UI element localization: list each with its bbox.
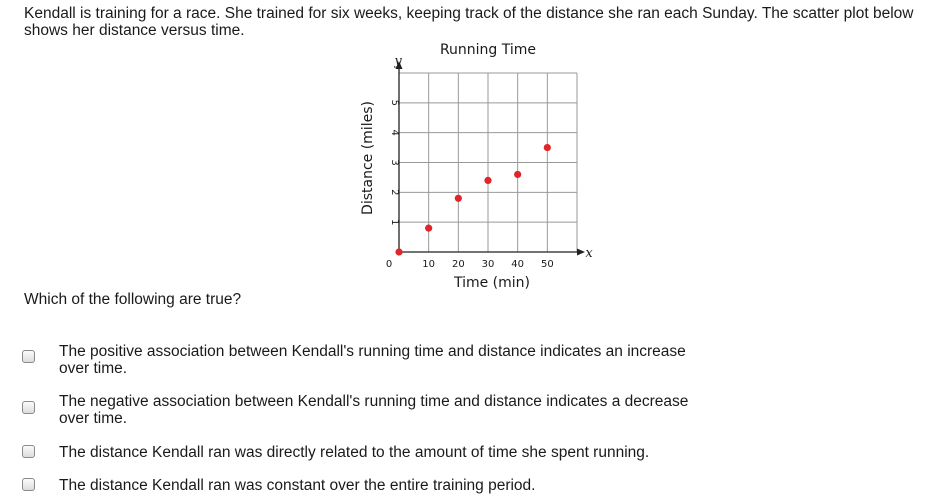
question-text: Kendall is training for a race. She trai… — [24, 5, 914, 39]
y-axis-arrow — [395, 61, 403, 69]
y-tick-label: 3 — [389, 159, 400, 165]
data-point — [484, 176, 492, 184]
x-tick-label: 40 — [511, 259, 524, 270]
x-tick-label: 10 — [422, 259, 435, 270]
y-tick-label: 1 — [389, 219, 400, 225]
y-tick-label: 5 — [389, 100, 400, 106]
y-axis-variable: y — [393, 54, 402, 69]
option-4-text: The distance Kendall ran was constant ov… — [59, 477, 536, 494]
x-axis-label: Time (min) — [453, 275, 530, 291]
axes — [395, 61, 585, 256]
x-axis-variable: x — [585, 246, 593, 261]
tick-labels: 0 10 20 30 40 50 1 2 3 4 5 — [386, 100, 554, 270]
data-point — [514, 170, 522, 179]
x-axis-arrow — [577, 248, 585, 256]
data-point — [454, 194, 462, 202]
y-axis-label: Distance (miles) — [360, 101, 376, 215]
grid — [399, 72, 578, 252]
y-tick-label: 2 — [389, 189, 400, 195]
scatter-chart: 0 10 20 30 40 50 1 2 3 4 5 Running Time Time (min)… — [360, 42, 593, 291]
option-2-text: The negative association between Kendall… — [59, 393, 689, 427]
option-1-text: The positive association between Kendall… — [59, 343, 686, 377]
x-tick-label: 50 — [541, 259, 554, 270]
data-point — [395, 248, 403, 256]
data-point — [425, 224, 433, 232]
chart-title: Running Time — [440, 42, 536, 58]
x-tick-label: 0 — [386, 259, 392, 270]
y-tick-label: 4 — [389, 129, 400, 135]
data-point — [543, 143, 551, 152]
option-3-text: The distance Kendall ran was directly re… — [59, 444, 650, 461]
option-2-checkbox[interactable] — [22, 401, 35, 414]
data-points — [395, 143, 551, 256]
x-tick-label: 20 — [452, 259, 465, 270]
option-3-checkbox[interactable] — [22, 445, 35, 458]
prompt-text: Which of the following are true? — [24, 291, 242, 308]
option-1-checkbox[interactable] — [22, 350, 35, 363]
chart-svg: 0 10 20 30 40 50 1 2 3 4 5 Running Time Time (min)… — [360, 42, 593, 291]
option-4-checkbox[interactable] — [22, 478, 35, 491]
x-tick-label: 30 — [482, 259, 495, 270]
